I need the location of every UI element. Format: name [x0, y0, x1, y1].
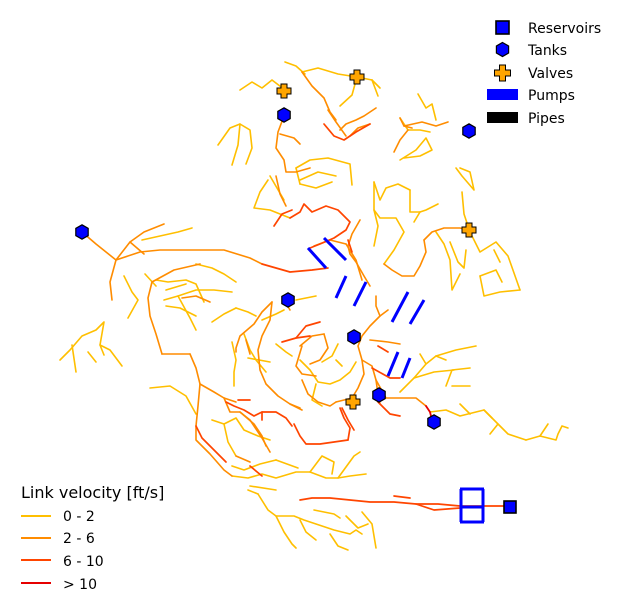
pump-2[interactable] [322, 236, 348, 262]
velocity-legend-title: Link velocity [ft/s] [21, 483, 164, 502]
marker-legend: Reservoirs Tanks Valves Pumps Pipes [487, 20, 601, 127]
legend-tanks: Tanks [527, 43, 567, 59]
tank-4[interactable] [281, 292, 295, 308]
pump-3[interactable] [334, 275, 348, 299]
valve-1[interactable] [276, 83, 292, 99]
pipe-bar-icon [487, 112, 518, 123]
square-marker-icon [495, 20, 510, 35]
pipes-velocity-6-10 [195, 123, 511, 511]
valve-4[interactable] [345, 394, 361, 410]
valves [276, 69, 477, 410]
pump-8[interactable] [400, 357, 412, 379]
pipes-velocity-0-2 [59, 61, 569, 551]
reservoirs [503, 500, 517, 514]
tank-3[interactable] [75, 224, 89, 240]
tank-1[interactable] [277, 107, 291, 123]
pumps [306, 236, 485, 524]
velocity-legend: Link velocity [ft/s] 0 - 2 2 - 6 6 - 10 … [21, 483, 164, 593]
velocity-label-4: > 10 [63, 577, 97, 593]
valve-2[interactable] [349, 69, 365, 85]
velocity-label-1: 0 - 2 [63, 509, 95, 525]
tank-2[interactable] [462, 123, 476, 139]
velocity-label-3: 6 - 10 [63, 554, 104, 570]
pump-5[interactable] [390, 291, 410, 323]
legend-valves: Valves [528, 66, 573, 82]
pipes-velocity-2-6 [81, 71, 469, 477]
tank-7[interactable] [427, 414, 441, 430]
tank-6[interactable] [372, 387, 386, 403]
pump-7[interactable] [386, 351, 400, 377]
plus-marker-icon [494, 64, 511, 82]
pump-4[interactable] [352, 281, 368, 307]
pump-1[interactable] [306, 246, 328, 270]
tanks [75, 107, 476, 430]
tank-5[interactable] [347, 329, 361, 345]
hexagon-marker-icon [495, 41, 510, 58]
valve-3[interactable] [461, 222, 477, 238]
reservoir-1[interactable] [503, 500, 517, 514]
velocity-label-2: 2 - 6 [63, 531, 95, 547]
legend-reservoirs: Reservoirs [528, 21, 601, 37]
legend-pipes: Pipes [528, 111, 565, 127]
pump-bar-icon [487, 89, 518, 100]
pump-6[interactable] [408, 299, 426, 325]
legend-pumps: Pumps [528, 88, 575, 104]
